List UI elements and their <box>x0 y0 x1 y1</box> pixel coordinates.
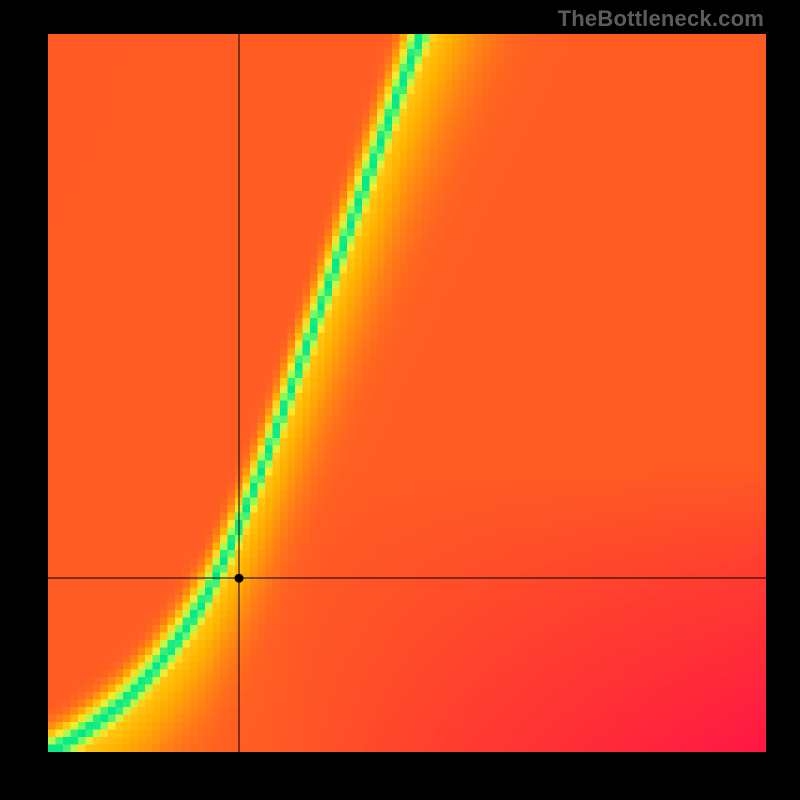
watermark-text: TheBottleneck.com <box>558 6 764 32</box>
bottleneck-heatmap <box>48 34 766 752</box>
chart-root: TheBottleneck.com <box>0 0 800 800</box>
